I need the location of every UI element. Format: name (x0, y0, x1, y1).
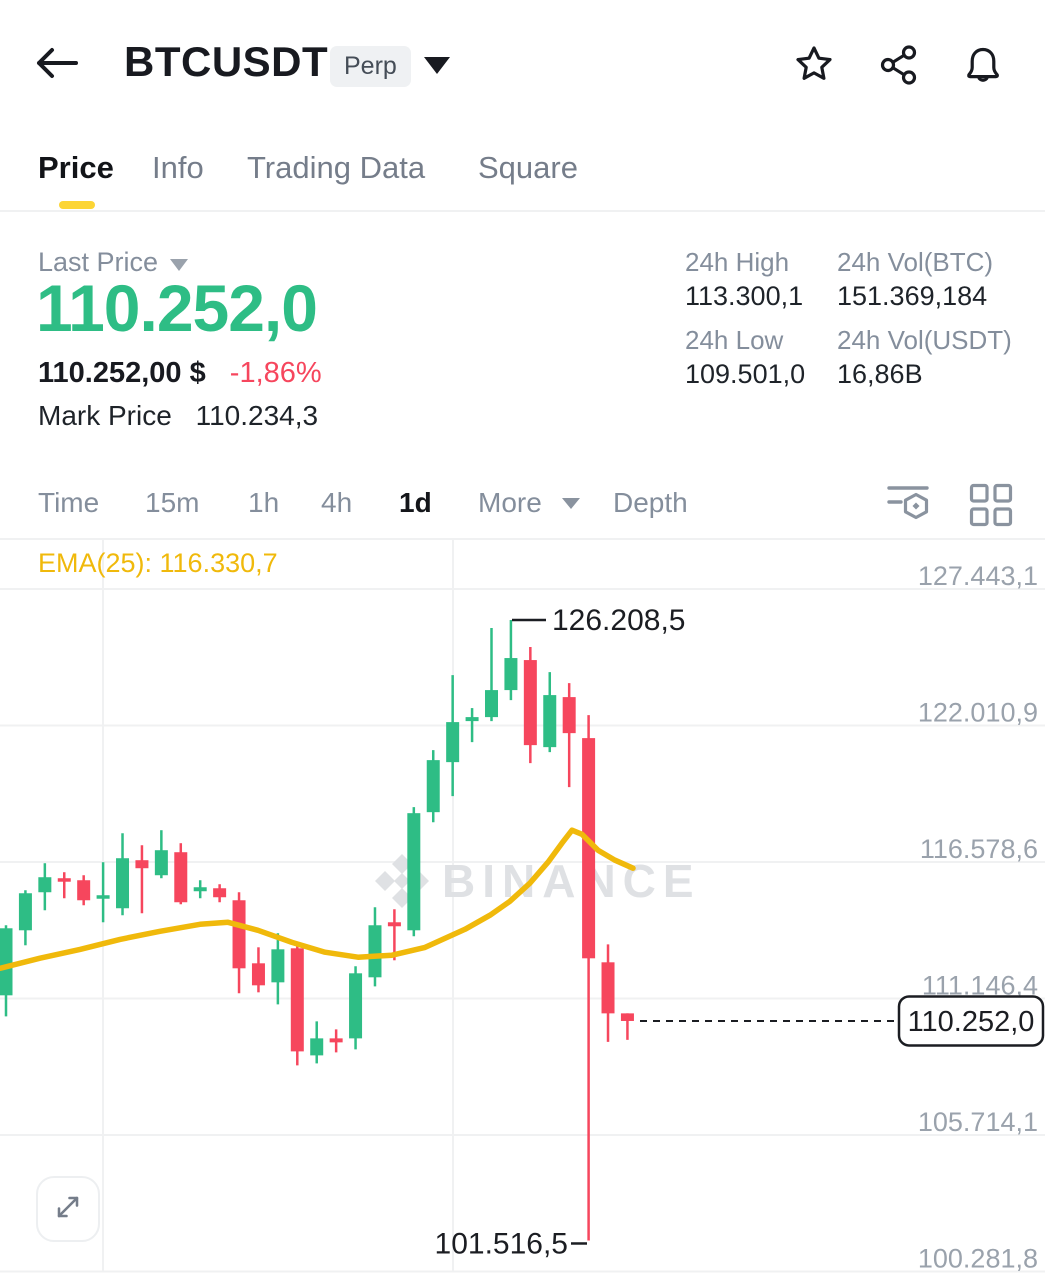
price-chart[interactable]: EMA(25): 116.330,7 127.443,1 122.010,9 116… (0, 540, 1045, 1280)
bell-icon (960, 47, 1006, 92)
stat-24h-high-value: 113.300,1 (685, 281, 804, 311)
svg-text:126.208,5: 126.208,5 (552, 604, 685, 637)
chevron-down-icon (170, 258, 189, 271)
svg-text:105.714,1: 105.714,1 (918, 1107, 1038, 1137)
last-price-label: Last Price (38, 247, 159, 277)
divider (0, 538, 1045, 540)
pair-title: BTCUSDT (124, 38, 329, 85)
stat-24h-low-value: 109.501,0 (685, 359, 806, 389)
svg-text:110.252,0: 110.252,0 (908, 1006, 1035, 1038)
change-percent: -1,86% (229, 357, 322, 389)
stat-24h-volusdt-label: 24h Vol(USDT) (837, 325, 1012, 355)
star-icon (791, 46, 837, 92)
svg-text:101.516,5: 101.516,5 (435, 1227, 568, 1260)
mark-price-value: 110.234,3 (195, 400, 319, 431)
interval-1h[interactable]: 1h (248, 487, 280, 518)
chart-svg[interactable]: 127.443,1122.010,9116.578,6111.146,4105.… (0, 540, 1045, 1280)
svg-text:BINANCE: BINANCE (442, 855, 701, 907)
tab-info[interactable]: Info (152, 150, 204, 185)
pair-selector-chevron-down-icon[interactable] (424, 57, 450, 74)
stat-24h-low-label: 24h Low (685, 325, 784, 355)
share-button[interactable] (876, 42, 922, 88)
price-sub-row: 110.252,00 $ -1,86% (38, 357, 322, 390)
last-price-value: 110.252,0 (36, 271, 318, 345)
last-price-selector[interactable]: Last Price (38, 247, 189, 278)
favorite-button[interactable] (791, 42, 837, 88)
fiat-value: 110.252,00 $ (38, 357, 206, 389)
active-tab-underline (59, 201, 95, 209)
fullscreen-button[interactable] (36, 1176, 100, 1242)
back-button[interactable] (30, 40, 90, 90)
tab-price[interactable]: Price (38, 150, 114, 185)
divider (0, 210, 1045, 212)
interval-15m[interactable]: 15m (145, 487, 200, 518)
alerts-button[interactable] (960, 42, 1006, 88)
interval-4h[interactable]: 4h (321, 487, 353, 518)
interval-1d[interactable]: 1d (399, 487, 432, 518)
interval-depth[interactable]: Depth (613, 487, 688, 518)
indicators-button[interactable] (886, 481, 938, 527)
indicators-icon (886, 481, 938, 527)
expand-arrows-icon (44, 1183, 92, 1236)
tab-trading-data[interactable]: Trading Data (247, 150, 426, 185)
stat-24h-high-label: 24h High (685, 247, 790, 277)
grid-icon (969, 483, 1013, 527)
mark-price-label: Mark Price (38, 400, 172, 431)
stat-24h-volbtc-label: 24h Vol(BTC) (837, 247, 994, 277)
contract-type-badge: Perp (330, 46, 411, 87)
svg-text:127.443,1: 127.443,1 (918, 561, 1038, 591)
more-chevron-down-icon[interactable] (562, 498, 580, 509)
stat-24h-volusdt-value: 16,86B (837, 359, 923, 389)
back-arrow-icon (30, 41, 82, 90)
svg-text:122.010,9: 122.010,9 (918, 698, 1038, 728)
svg-text:116.578,6: 116.578,6 (920, 834, 1038, 864)
interval-more[interactable]: More (478, 487, 542, 518)
share-icon (876, 45, 922, 92)
mark-price-row: Mark Price 110.234,3 (38, 400, 318, 432)
svg-text:100.281,8: 100.281,8 (918, 1244, 1038, 1274)
tab-square[interactable]: Square (478, 150, 578, 185)
interval-time[interactable]: Time (38, 487, 100, 518)
ema-indicator-label: EMA(25): 116.330,7 (38, 548, 278, 578)
stat-24h-volbtc-value: 151.369,184 (837, 281, 988, 311)
layout-grid-button[interactable] (969, 483, 1013, 527)
